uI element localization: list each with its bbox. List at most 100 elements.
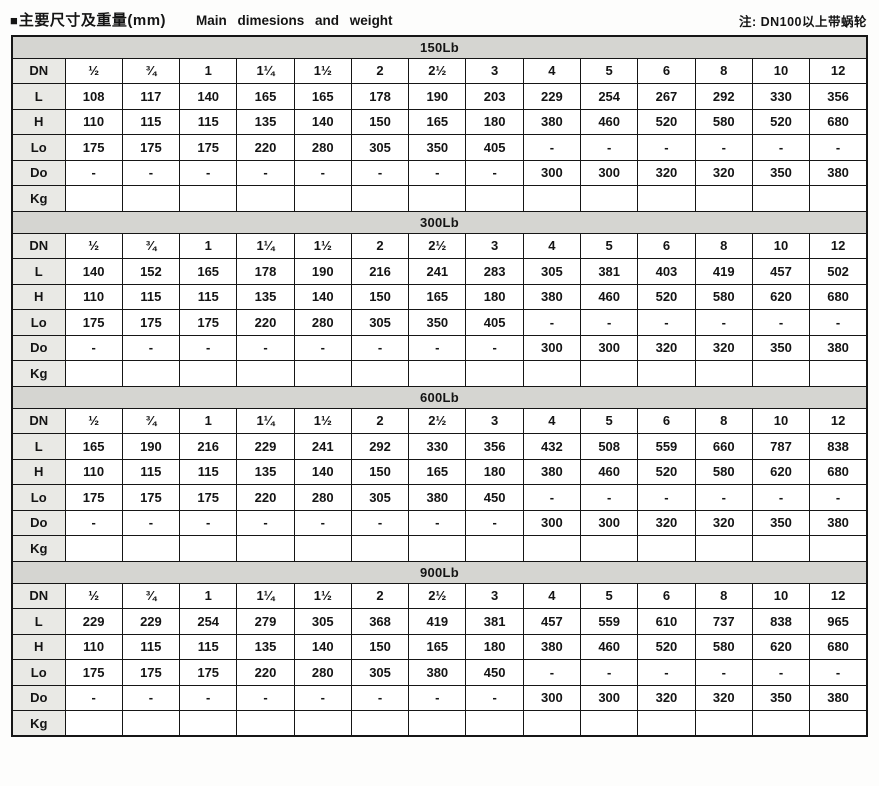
dn-size-cell: 8 bbox=[694, 582, 753, 609]
data-cell: 175 bbox=[64, 134, 123, 161]
data-cell: 140 bbox=[179, 83, 238, 110]
data-cell: 180 bbox=[465, 283, 524, 310]
data-cell: 520 bbox=[637, 283, 696, 310]
data-cell bbox=[694, 710, 753, 737]
dn-size-cell: 6 bbox=[637, 582, 696, 609]
data-cell bbox=[580, 185, 639, 212]
data-cell: 559 bbox=[637, 433, 696, 460]
data-cell bbox=[465, 535, 524, 562]
data-cell: 110 bbox=[64, 633, 123, 660]
data-cell: - bbox=[121, 509, 181, 536]
dn-size-cell: 8 bbox=[694, 57, 753, 84]
data-cell: 115 bbox=[121, 633, 181, 660]
data-cell: 380 bbox=[408, 659, 467, 686]
data-cell bbox=[236, 360, 295, 387]
data-cell: 350 bbox=[751, 159, 811, 186]
data-cell: 300 bbox=[580, 684, 639, 711]
data-cell: 175 bbox=[179, 659, 238, 686]
data-cell bbox=[236, 185, 295, 212]
data-cell bbox=[637, 185, 696, 212]
data-cell: - bbox=[350, 159, 410, 186]
row-label-dn: DN bbox=[11, 57, 66, 84]
data-cell: 610 bbox=[637, 608, 696, 635]
data-cell: - bbox=[465, 509, 524, 536]
data-cell: 150 bbox=[350, 108, 410, 135]
dn-size-cell: 2½ bbox=[408, 582, 467, 609]
data-cell: - bbox=[637, 484, 696, 511]
table-row-lo: Lo 175 175 175 220 280 305 350 405- - - - - - bbox=[11, 134, 868, 161]
data-cell: 292 bbox=[350, 433, 410, 460]
data-cell: 460 bbox=[580, 283, 639, 310]
dn-size-cell: 1¼ bbox=[236, 57, 295, 84]
data-cell: - bbox=[580, 309, 639, 336]
data-cell: - bbox=[637, 309, 696, 336]
data-cell: 180 bbox=[465, 458, 524, 485]
data-cell bbox=[751, 360, 811, 387]
data-cell: 838 bbox=[809, 433, 868, 460]
dn-size-cell: 2 bbox=[350, 57, 410, 84]
data-cell: 300 bbox=[522, 684, 582, 711]
data-cell bbox=[408, 185, 467, 212]
data-cell bbox=[179, 360, 238, 387]
dn-size-cell: 6 bbox=[637, 57, 696, 84]
dn-size-cell: 1½ bbox=[293, 57, 352, 84]
data-cell: - bbox=[580, 659, 639, 686]
page-title: ■ 主要尺寸及重量(mm) Main dimesions and weight bbox=[10, 9, 393, 30]
data-cell: 356 bbox=[809, 83, 868, 110]
data-cell: 380 bbox=[809, 684, 868, 711]
data-cell: 320 bbox=[637, 509, 696, 536]
dn-size-cell: 2 bbox=[350, 232, 410, 259]
dn-size-cell: 12 bbox=[809, 57, 868, 84]
row-label-kg: Kg bbox=[11, 360, 66, 387]
data-cell: - bbox=[121, 159, 181, 186]
dn-size-cell: 4 bbox=[522, 582, 582, 609]
data-cell bbox=[809, 360, 868, 387]
data-cell: - bbox=[809, 659, 868, 686]
section-header-600lb: 600Lb bbox=[11, 385, 868, 409]
data-cell: - bbox=[408, 684, 467, 711]
data-cell bbox=[522, 535, 582, 562]
data-cell bbox=[121, 185, 181, 212]
data-cell bbox=[121, 535, 181, 562]
data-cell: - bbox=[293, 684, 352, 711]
data-cell: 110 bbox=[64, 283, 123, 310]
dn-size-cell: ½ bbox=[64, 582, 123, 609]
table-row-h: H 110 115 115 135 140 150 165 180 380 460 520 580 620… bbox=[11, 458, 868, 485]
data-cell: - bbox=[350, 509, 410, 536]
data-cell bbox=[179, 535, 238, 562]
data-cell: 150 bbox=[350, 458, 410, 485]
data-cell: 356 bbox=[465, 433, 524, 460]
dn-size-cell: 1½ bbox=[293, 582, 352, 609]
data-cell: 460 bbox=[580, 633, 639, 660]
data-cell: 178 bbox=[350, 83, 410, 110]
data-cell: 140 bbox=[293, 458, 352, 485]
data-cell bbox=[293, 360, 352, 387]
data-cell bbox=[350, 710, 410, 737]
section-band-row: 300Lb bbox=[11, 210, 868, 234]
data-cell bbox=[121, 360, 181, 387]
row-label-kg: Kg bbox=[11, 710, 66, 737]
row-label-dn: DN bbox=[11, 407, 66, 434]
data-cell: 320 bbox=[694, 509, 753, 536]
data-cell: 457 bbox=[751, 258, 811, 285]
data-cell: 180 bbox=[465, 108, 524, 135]
data-cell: 165 bbox=[408, 283, 467, 310]
data-cell bbox=[694, 535, 753, 562]
dn-size-cell: 4 bbox=[522, 57, 582, 84]
dn-size-cell: 5 bbox=[580, 407, 639, 434]
row-label-h: H bbox=[11, 283, 66, 310]
data-cell: 279 bbox=[236, 608, 295, 635]
data-cell: 220 bbox=[236, 134, 295, 161]
data-cell bbox=[809, 185, 868, 212]
row-label-do: Do bbox=[11, 509, 66, 536]
data-cell: 520 bbox=[637, 458, 696, 485]
table-row-kg: Kg bbox=[11, 710, 868, 737]
section-band-row: 600Lb bbox=[11, 385, 868, 409]
data-cell: - bbox=[465, 684, 524, 711]
data-cell: 320 bbox=[637, 159, 696, 186]
row-label-h: H bbox=[11, 108, 66, 135]
data-cell: 135 bbox=[236, 108, 295, 135]
data-cell: 220 bbox=[236, 309, 295, 336]
data-cell: 350 bbox=[408, 134, 467, 161]
data-cell: 150 bbox=[350, 633, 410, 660]
